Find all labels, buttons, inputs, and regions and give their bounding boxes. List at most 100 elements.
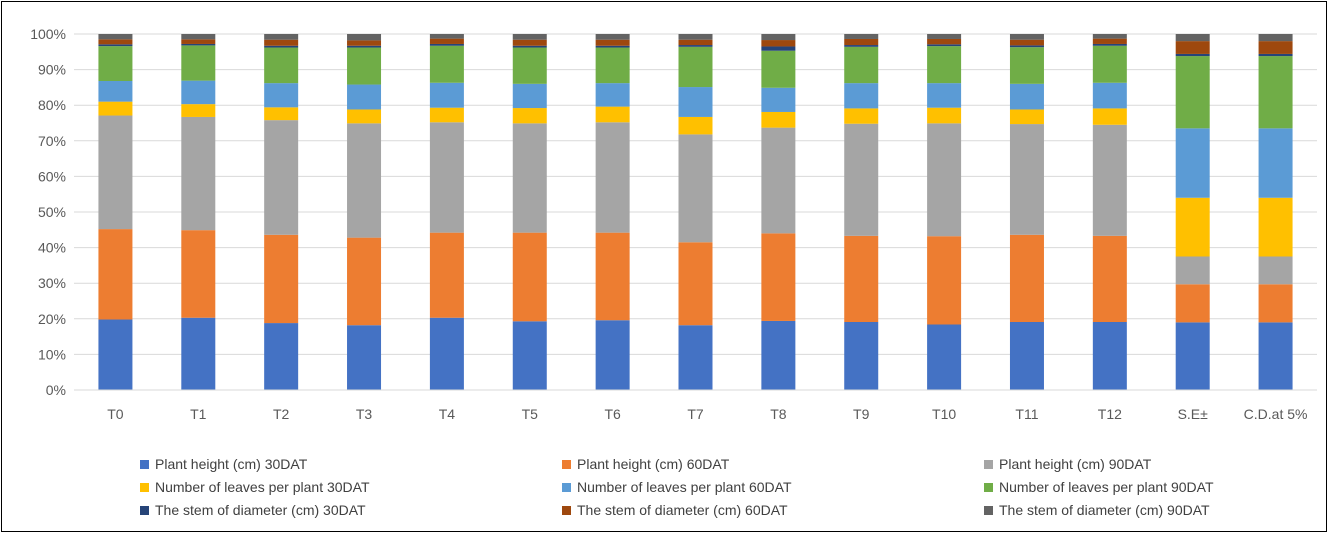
bar-segment xyxy=(512,34,547,40)
legend-swatch xyxy=(984,482,993,492)
y-tick-label: 90% xyxy=(38,62,66,78)
legend-swatch xyxy=(140,505,149,515)
bar-segment xyxy=(927,83,962,108)
bar-segment xyxy=(181,317,216,390)
bar-segment xyxy=(595,320,630,390)
bar-segment xyxy=(1009,322,1044,390)
bar-segment xyxy=(761,87,796,112)
bar-segment xyxy=(595,45,630,48)
bar-segment xyxy=(1092,124,1127,236)
bar-segment xyxy=(927,34,962,39)
y-tick-label: 0% xyxy=(46,382,66,398)
bar-segment xyxy=(844,108,879,124)
bar-segment xyxy=(429,82,464,108)
bar-segment xyxy=(1258,322,1293,390)
x-tick-label: T2 xyxy=(273,406,290,422)
legend-swatch xyxy=(562,459,571,469)
y-tick-label: 70% xyxy=(38,133,66,149)
bar-segment xyxy=(927,44,962,47)
bar-segment xyxy=(1175,34,1210,42)
bar-segment xyxy=(429,43,464,46)
bar-segment xyxy=(761,40,796,47)
bar-segment xyxy=(347,40,382,46)
bar-segment xyxy=(678,34,713,40)
chart-legend: Plant height (cm) 30DAT Plant height (cm)… xyxy=(2,452,1328,532)
bar-segment xyxy=(927,236,962,325)
bar-segment xyxy=(1092,82,1127,109)
legend-label: The stem of diameter (cm) 90DAT xyxy=(999,502,1210,518)
bar-segment xyxy=(844,38,879,46)
legend-label: Plant height (cm) 90DAT xyxy=(999,456,1152,472)
bar-segment xyxy=(844,83,879,109)
legend-item: Plant height (cm) 90DAT xyxy=(984,456,1151,472)
bar-segment xyxy=(181,80,216,105)
x-tick-label: C.D.at 5% xyxy=(1244,406,1308,422)
bar-segment xyxy=(98,39,133,45)
bar-segment xyxy=(181,116,216,231)
bar-segment xyxy=(264,120,299,235)
x-tick-label: T6 xyxy=(604,406,621,422)
bar-segment xyxy=(98,46,133,81)
bar-segment xyxy=(181,104,216,117)
bar-segment xyxy=(1175,41,1210,54)
bar-segment xyxy=(347,84,382,110)
bar-segment xyxy=(264,47,299,84)
bar-segment xyxy=(512,47,547,84)
bar-segment xyxy=(927,123,962,237)
bar-segment xyxy=(429,232,464,318)
bar-segment xyxy=(1009,83,1044,110)
bar-segment xyxy=(181,34,216,40)
legend-label: Number of leaves per plant 30DAT xyxy=(155,479,370,495)
bar-segment xyxy=(1092,108,1127,125)
bar-segment xyxy=(678,87,713,117)
bar-segment xyxy=(678,242,713,326)
bar-segment xyxy=(1175,56,1210,129)
bar-segment xyxy=(429,45,464,83)
legend-item: The stem of diameter (cm) 60DAT xyxy=(562,502,788,518)
bar-segment xyxy=(595,122,630,233)
legend-label: The stem of diameter (cm) 30DAT xyxy=(155,502,366,518)
x-tick-label: T12 xyxy=(1098,406,1122,422)
bar-segment xyxy=(761,320,796,390)
bar-segment xyxy=(761,233,796,321)
bar-segment xyxy=(429,317,464,390)
bar-segment xyxy=(595,232,630,321)
bar-segment xyxy=(98,101,133,116)
x-tick-label: T11 xyxy=(1015,406,1038,422)
bar-segment xyxy=(347,123,382,238)
bar-segment xyxy=(512,45,547,48)
legend-swatch xyxy=(140,482,149,492)
bar-segment xyxy=(512,83,547,109)
bar-segment xyxy=(678,325,713,390)
bar-segment xyxy=(1009,47,1044,84)
bar-segment xyxy=(1092,34,1127,39)
bar-segment xyxy=(347,237,382,326)
bar-segment xyxy=(1258,56,1293,129)
y-tick-label: 80% xyxy=(38,97,66,113)
bar-segment xyxy=(98,229,133,320)
bar-segment xyxy=(1258,53,1293,57)
legend-item: Number of leaves per plant 90DAT xyxy=(984,479,1214,495)
legend-swatch xyxy=(984,459,993,469)
bar-segment xyxy=(1092,322,1127,390)
bar-segment xyxy=(1258,284,1293,323)
legend-label: Plant height (cm) 30DAT xyxy=(155,456,308,472)
bar-segment xyxy=(844,322,879,390)
legend-item: Plant height (cm) 30DAT xyxy=(140,456,307,472)
legend-swatch xyxy=(140,459,149,469)
bar-segment xyxy=(512,39,547,46)
bar-segment xyxy=(264,34,299,40)
bar-segment xyxy=(844,123,879,236)
bar-segment xyxy=(1258,128,1293,198)
bar-segment xyxy=(264,39,299,46)
bar-segment xyxy=(761,127,796,234)
bar-segment xyxy=(1258,197,1293,257)
x-tick-label: T8 xyxy=(770,406,787,422)
bar-segment xyxy=(1009,45,1044,48)
bar-segment xyxy=(678,45,713,47)
bar-segment xyxy=(678,39,713,46)
legend-item: Plant height (cm) 60DAT xyxy=(562,456,729,472)
bar-segment xyxy=(1009,39,1044,46)
bar-segment xyxy=(512,108,547,124)
bar-segment xyxy=(1175,256,1210,285)
